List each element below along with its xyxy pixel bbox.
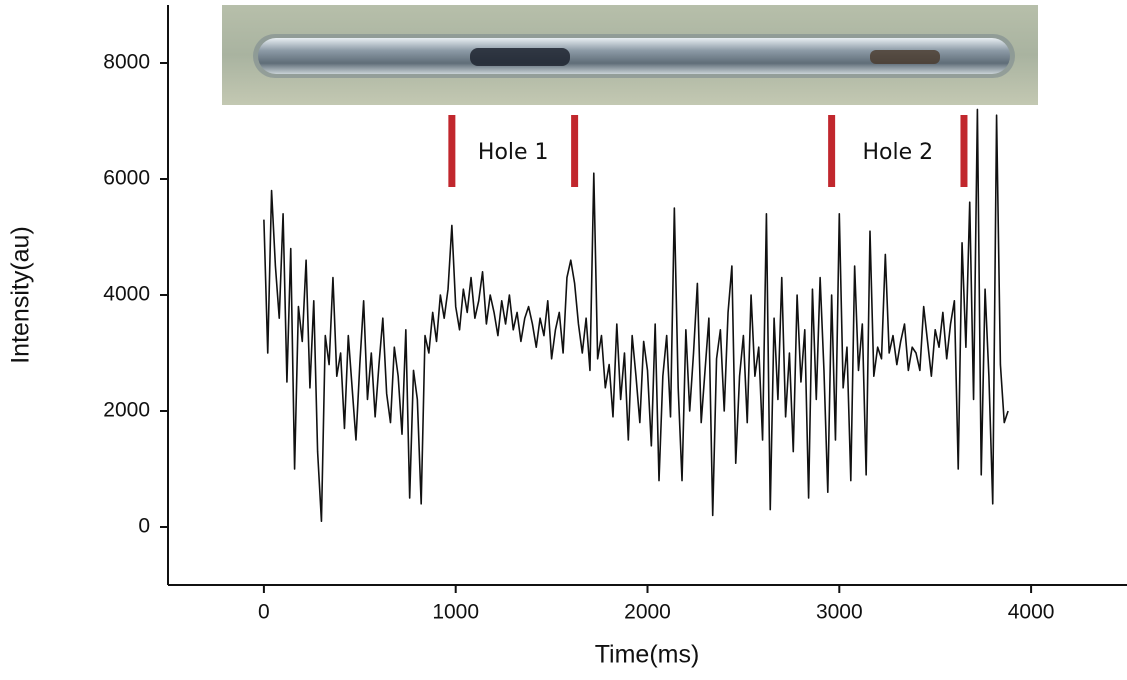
y-axis-title: Intensity(au) bbox=[7, 226, 35, 364]
weld-photo bbox=[222, 5, 1038, 105]
y-tick-label: 2000 bbox=[103, 399, 150, 422]
data-line bbox=[263, 108, 1009, 522]
y-tick-label: 4000 bbox=[103, 283, 150, 306]
hole-marker bbox=[571, 115, 579, 187]
hole-marker bbox=[828, 115, 836, 187]
y-tick-label: 6000 bbox=[103, 167, 150, 190]
x-axis-title: Time(ms) bbox=[595, 641, 700, 669]
y-tick-label: 0 bbox=[138, 515, 150, 538]
x-tick-label: 1000 bbox=[432, 601, 479, 624]
x-tick-label: 4000 bbox=[1008, 601, 1055, 624]
x-tick-label: 0 bbox=[258, 601, 270, 624]
x-tick-label: 3000 bbox=[816, 601, 863, 624]
annotation-label: Hole 1 bbox=[478, 140, 549, 165]
hole-marker bbox=[960, 115, 968, 187]
annotation-label: Hole 2 bbox=[862, 140, 933, 165]
x-tick-label: 2000 bbox=[624, 601, 671, 624]
hole-marker bbox=[448, 115, 456, 187]
y-tick-label: 8000 bbox=[103, 51, 150, 74]
